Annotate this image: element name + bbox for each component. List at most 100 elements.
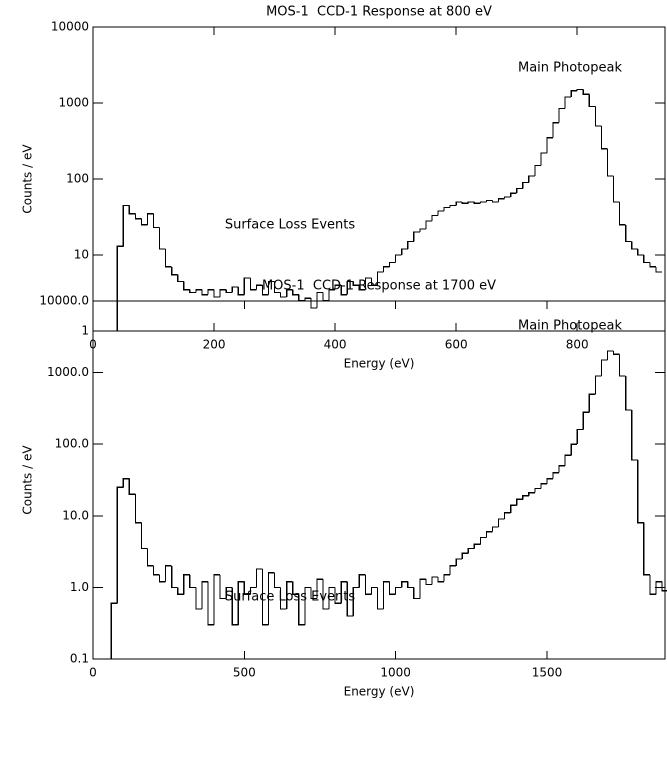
y-tick-label: 1.0 [70, 580, 89, 594]
histogram-step [243, 277, 251, 295]
histogram-step [358, 574, 366, 588]
histogram-step [503, 512, 511, 520]
histogram-step [467, 201, 475, 204]
histogram-step [134, 494, 142, 524]
histogram-step [485, 199, 493, 202]
histogram-step [455, 558, 463, 566]
histogram-step [655, 581, 662, 595]
y-tick-label: 100 [66, 172, 89, 186]
histogram-step [643, 255, 650, 263]
histogram-step [189, 289, 196, 294]
histogram-step [213, 289, 221, 298]
histogram-step [286, 289, 293, 298]
histogram-step [189, 574, 196, 588]
histogram-step [116, 486, 124, 604]
histogram-step [467, 547, 475, 554]
histogram-step [280, 587, 287, 610]
histogram-step [619, 354, 626, 377]
histogram-step [195, 289, 202, 293]
histogram-step [534, 487, 541, 493]
histogram-step [183, 574, 190, 595]
histogram-step [612, 351, 620, 355]
histogram-step [322, 579, 330, 610]
histogram-step [152, 565, 160, 576]
histogram-step [558, 107, 566, 123]
x-tick-label: 600 [445, 338, 468, 352]
histogram-step [594, 375, 602, 395]
histogram-step [158, 574, 166, 583]
histogram-step [576, 89, 584, 91]
histogram-step [128, 478, 136, 495]
histogram-step [334, 587, 342, 604]
histogram-step [225, 289, 233, 294]
histogram-step [395, 254, 402, 263]
histogram-step [388, 581, 396, 595]
histogram-step [249, 586, 257, 595]
histogram-step [292, 581, 299, 595]
histogram-step [140, 218, 148, 226]
histogram-step [570, 443, 578, 456]
histogram-step [110, 602, 118, 659]
x-axis-label: Energy (eV) [344, 357, 415, 371]
y-tick-label: 100.0 [55, 437, 89, 451]
histogram-step [516, 187, 523, 194]
histogram-step [267, 572, 275, 625]
histogram-step [370, 277, 378, 286]
y-tick-label: 0.1 [70, 652, 89, 666]
histogram-step [140, 522, 148, 550]
histogram-step [588, 94, 596, 108]
histogram-step [497, 518, 505, 527]
histogram-step [122, 204, 130, 247]
histogram-step [370, 586, 378, 595]
histogram-step [382, 266, 390, 272]
y-tick-label: 1 [81, 324, 89, 338]
histogram-step [582, 411, 590, 430]
histogram-step [358, 285, 366, 291]
x-tick-label: 800 [566, 338, 589, 352]
histogram-step [292, 289, 299, 296]
histogram-step [177, 587, 184, 595]
histogram-step [237, 286, 245, 296]
histogram-step [425, 220, 432, 229]
histogram-step [340, 581, 348, 604]
histogram-step [479, 201, 487, 204]
histogram-step [243, 581, 251, 595]
histogram-step [461, 201, 469, 204]
histogram-step [183, 281, 190, 291]
histogram-step [425, 579, 432, 586]
histogram-step [552, 122, 560, 138]
histogram-step [401, 581, 408, 588]
histogram-step [152, 213, 160, 229]
histogram-step [146, 213, 154, 225]
histogram-step [255, 568, 263, 588]
histogram-step [625, 375, 632, 411]
histogram-step [491, 200, 499, 203]
chart-title: MOS-1 CCD-1 Response at 1700 eV [262, 279, 496, 294]
histogram-step [534, 165, 541, 176]
histogram-step [165, 248, 172, 268]
histogram-step [443, 207, 451, 211]
histogram-step [564, 454, 572, 466]
x-tick-label: 200 [203, 338, 226, 352]
histogram-step [304, 586, 311, 625]
histogram-step [461, 552, 469, 559]
histogram-step [195, 587, 202, 610]
histogram-step [606, 148, 614, 177]
histogram-step [346, 280, 354, 295]
y-tick-label: 10 [74, 248, 89, 262]
histogram-step [528, 175, 535, 183]
histogram-step [643, 522, 650, 576]
histogram-step [510, 192, 517, 197]
histogram-step [540, 152, 547, 166]
histogram-step [116, 245, 124, 331]
x-axis-label: Energy (eV) [344, 685, 415, 699]
x-tick-label: 1500 [532, 666, 563, 680]
histogram-step [546, 137, 554, 153]
histogram-step [510, 504, 517, 513]
y-axis-label: Counts / eV [21, 445, 35, 515]
histogram-step [437, 576, 445, 583]
histogram-step [649, 262, 656, 268]
y-tick-label: 10000.0 [39, 294, 89, 308]
histogram-step [146, 548, 154, 567]
